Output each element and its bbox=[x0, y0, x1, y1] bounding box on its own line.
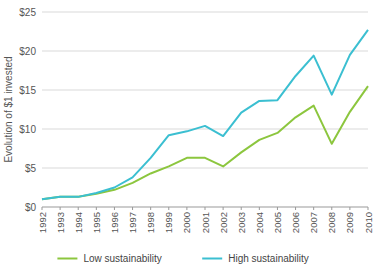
x-tick bbox=[277, 207, 278, 210]
x-tick bbox=[349, 207, 350, 210]
legend-label: High sustainability bbox=[228, 253, 309, 264]
x-tick bbox=[186, 207, 187, 210]
grid-line bbox=[42, 168, 368, 169]
x-tick bbox=[96, 207, 97, 210]
y-tick-label: $15 bbox=[19, 85, 36, 96]
x-tick-label: 2005 bbox=[272, 212, 283, 233]
y-tick-label: $10 bbox=[19, 124, 36, 135]
x-tick-label: 2003 bbox=[236, 212, 247, 233]
x-tick-label: 2010 bbox=[363, 212, 374, 233]
x-tick-label: 2006 bbox=[290, 212, 301, 233]
x-tick bbox=[150, 207, 151, 210]
legend-label: Low sustainability bbox=[83, 253, 161, 264]
x-tick-label: 1998 bbox=[145, 212, 156, 233]
x-tick bbox=[78, 207, 79, 210]
x-tick-label: 2000 bbox=[181, 212, 192, 233]
x-tick bbox=[368, 207, 369, 210]
x-tick-label: 1992 bbox=[37, 212, 48, 233]
legend-swatch bbox=[202, 258, 222, 260]
series-line bbox=[42, 86, 368, 199]
y-tick-label: $5 bbox=[25, 163, 37, 174]
x-tick-label: 1995 bbox=[91, 212, 102, 233]
x-tick bbox=[132, 207, 133, 210]
y-axis-title: Evolution of $1 invested bbox=[3, 56, 14, 162]
x-tick bbox=[223, 207, 224, 210]
chart-svg: $0 $5 $10 $15 $20 $25 1992 1993 1994 1995 1996 1997… bbox=[0, 0, 383, 271]
y-tick-label: $25 bbox=[19, 7, 36, 18]
x-tick bbox=[114, 207, 115, 210]
x-tick-label: 1994 bbox=[73, 212, 84, 233]
x-tick bbox=[331, 207, 332, 210]
x-tick-label: 1999 bbox=[163, 212, 174, 233]
x-tick-label: 2008 bbox=[326, 212, 337, 233]
x-tick bbox=[295, 207, 296, 210]
x-tick-label: 2007 bbox=[308, 212, 319, 233]
y-tick-label: $20 bbox=[19, 46, 36, 57]
grid-line bbox=[42, 12, 368, 13]
chart-container: $0 $5 $10 $15 $20 $25 1992 1993 1994 1995 1996 1997… bbox=[0, 0, 383, 271]
x-tick bbox=[259, 207, 260, 210]
x-tick-label: 2001 bbox=[200, 212, 211, 233]
x-tick bbox=[42, 207, 43, 210]
grid-line bbox=[42, 129, 368, 130]
x-tick-label: 1993 bbox=[55, 212, 66, 233]
legend-swatch bbox=[57, 258, 77, 260]
x-tick-label: 1997 bbox=[127, 212, 138, 233]
plot-area bbox=[42, 30, 368, 199]
y-tick-label: $0 bbox=[25, 202, 37, 213]
x-tick bbox=[205, 207, 206, 210]
grid-line bbox=[42, 51, 368, 52]
x-tick-label: 2002 bbox=[218, 212, 229, 233]
x-tick bbox=[241, 207, 242, 210]
x-tick-label: 2009 bbox=[344, 212, 355, 233]
x-tick bbox=[313, 207, 314, 210]
x-tick-label: 1996 bbox=[109, 212, 120, 233]
series-line bbox=[42, 30, 368, 199]
x-tick bbox=[60, 207, 61, 210]
x-tick-label: 2004 bbox=[254, 212, 265, 233]
x-tick bbox=[168, 207, 169, 210]
grid-line bbox=[42, 90, 368, 91]
